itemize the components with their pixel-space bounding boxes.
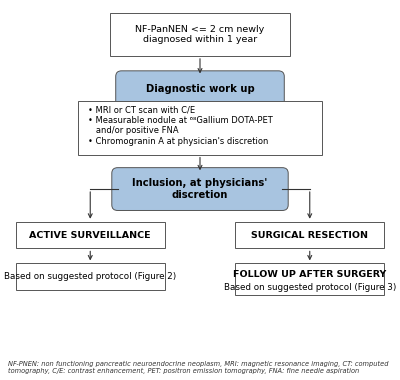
Text: SURGICAL RESECTION: SURGICAL RESECTION — [251, 231, 368, 239]
Text: Diagnostic work up: Diagnostic work up — [146, 84, 254, 93]
Text: • MRI or CT scan with C/E
• Measurable nodule at ⁶⁸Gallium DOTA-PET
   and/or po: • MRI or CT scan with C/E • Measurable n… — [88, 106, 273, 146]
Text: ACTIVE SURVEILLANCE: ACTIVE SURVEILLANCE — [30, 231, 151, 239]
FancyBboxPatch shape — [16, 222, 165, 249]
FancyBboxPatch shape — [78, 101, 322, 155]
FancyBboxPatch shape — [112, 168, 288, 211]
FancyBboxPatch shape — [16, 263, 165, 290]
FancyBboxPatch shape — [110, 13, 290, 56]
FancyBboxPatch shape — [235, 222, 384, 249]
FancyBboxPatch shape — [116, 71, 284, 106]
Text: FOLLOW UP AFTER SURGERY: FOLLOW UP AFTER SURGERY — [233, 270, 386, 279]
FancyBboxPatch shape — [235, 263, 384, 295]
Text: Based on suggested protocol (Figure 3): Based on suggested protocol (Figure 3) — [224, 283, 396, 291]
Text: Based on suggested protocol (Figure 2): Based on suggested protocol (Figure 2) — [4, 272, 176, 281]
Text: NF-PanNEN <= 2 cm newly
diagnosed within 1 year: NF-PanNEN <= 2 cm newly diagnosed within… — [135, 25, 265, 44]
Text: Inclusion, at physicians'
discretion: Inclusion, at physicians' discretion — [132, 178, 268, 200]
Text: NF-PNEN: non functioning pancreatic neuroendocrine neoplasm, MRI: magnetic reson: NF-PNEN: non functioning pancreatic neur… — [8, 361, 388, 374]
